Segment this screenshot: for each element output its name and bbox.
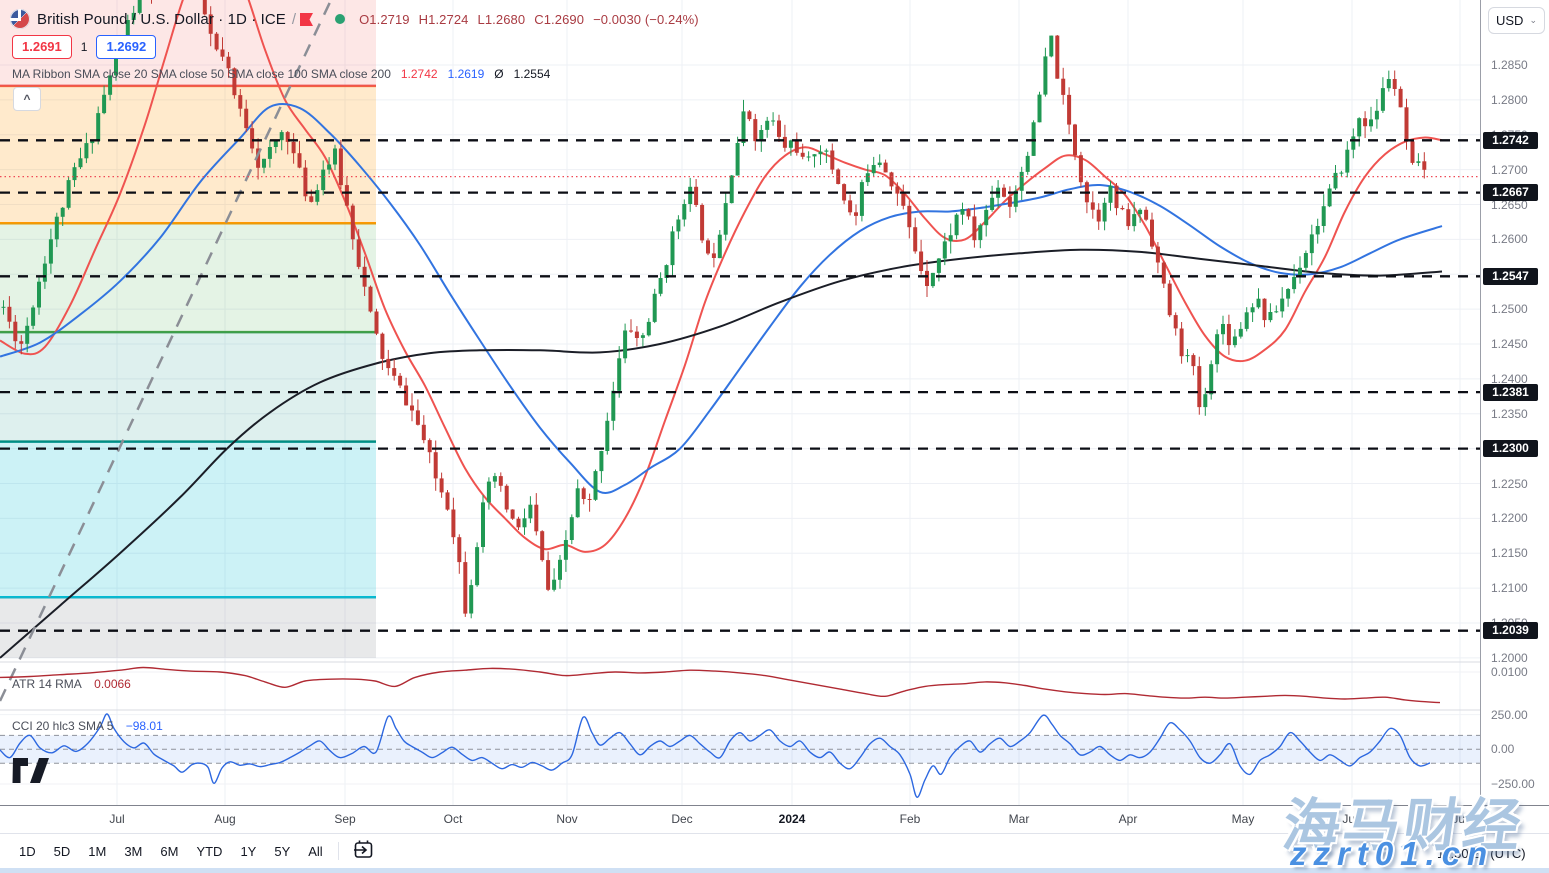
title-separator: / bbox=[291, 10, 297, 28]
collapse-legend-button[interactable]: ^ bbox=[13, 87, 41, 111]
range-button-5D[interactable]: 5D bbox=[45, 840, 80, 863]
price-level-badge: 1.2547 bbox=[1483, 267, 1538, 285]
symbol-title[interactable]: British Pound / U.S. Dollar · 1D · ICE bbox=[37, 10, 286, 28]
time-axis[interactable]: ⚙ Jul Aug Sep Oct Nov Dec 2024 Feb Mar Apr May Jun J… bbox=[0, 805, 1549, 834]
market-status-dot-icon bbox=[335, 14, 346, 24]
price-tick-label: 1.2850 bbox=[1491, 58, 1528, 72]
bottom-edge-strip bbox=[0, 867, 1549, 873]
range-button-YTD[interactable]: YTD bbox=[187, 840, 231, 863]
cci-line bbox=[0, 713, 1431, 798]
go-to-date-button[interactable] bbox=[349, 837, 378, 865]
atr-legend[interactable]: ATR 14 RMA 0.0066 bbox=[12, 677, 131, 691]
time-axis-label: Aug bbox=[214, 812, 236, 826]
price-axis[interactable]: USD ⌄ 1.28501.28001.27501.27001.26501.26… bbox=[1480, 0, 1549, 805]
range-button-1Y[interactable]: 1Y bbox=[231, 840, 265, 863]
range-toolbar: 1D 5D 1M 3M 6M YTD 1Y 5Y All bbox=[0, 833, 1549, 868]
ma-ribbon-legend[interactable]: MA Ribbon SMA close 20 SMA close 50 SMA … bbox=[12, 66, 560, 82]
range-button-5Y[interactable]: 5Y bbox=[265, 840, 299, 863]
time-axis-label: May bbox=[1231, 812, 1255, 826]
price-tick-label: 1.2600 bbox=[1491, 232, 1528, 247]
time-axis-label: Dec bbox=[671, 812, 693, 826]
price-tick-label: 1.2800 bbox=[1491, 92, 1528, 107]
price-tick-label: 1.2500 bbox=[1491, 302, 1528, 317]
cci-tick-label: 0.00 bbox=[1491, 742, 1515, 757]
time-axis-label: Nov bbox=[556, 812, 578, 826]
price-tick-label: 1.2150 bbox=[1491, 546, 1528, 561]
ohlc-open: O1.2719 bbox=[359, 11, 410, 27]
ma-line-sma50 bbox=[0, 102, 1443, 494]
time-axis-label: Jul bbox=[109, 812, 125, 826]
chart-plot-area[interactable] bbox=[0, 0, 1480, 805]
grid-lines bbox=[0, 0, 1480, 805]
utc-clock[interactable]: 11:30:24 (UTC) bbox=[1437, 846, 1526, 861]
calendar-arrow-icon bbox=[353, 840, 373, 858]
atr-line bbox=[0, 666, 1441, 704]
price-tick-label: 1.2100 bbox=[1491, 581, 1528, 596]
price-zones bbox=[0, 0, 376, 658]
settings-gear-icon[interactable]: ⚙ bbox=[1505, 810, 1519, 827]
gbpusd-pair-flag-icon bbox=[10, 9, 30, 29]
ma-line-sma20 bbox=[0, 0, 1443, 553]
ask-price-box[interactable]: 1.2692 bbox=[96, 35, 157, 59]
time-axis-label: Jul bbox=[1452, 812, 1468, 826]
chevron-down-icon: ⌄ bbox=[1529, 15, 1537, 25]
ma200-value: 1.2554 bbox=[513, 67, 551, 81]
cci-label: CCI 20 hlc3 SMA 5 bbox=[12, 719, 114, 733]
cci-value: −98.01 bbox=[125, 719, 163, 733]
range-button-6M[interactable]: 6M bbox=[151, 840, 187, 863]
cci-legend[interactable]: CCI 20 hlc3 SMA 5 −98.01 bbox=[12, 719, 163, 733]
ma20-value: 1.2742 bbox=[400, 67, 438, 81]
price-level-badge: 1.2039 bbox=[1483, 622, 1538, 640]
price-tick-label: 1.2700 bbox=[1491, 162, 1528, 177]
tradingview-logo-icon[interactable] bbox=[12, 757, 50, 785]
price-level-badge: 1.2742 bbox=[1483, 131, 1538, 149]
range-button-All[interactable]: All bbox=[299, 840, 331, 863]
time-axis-label: Mar bbox=[1008, 812, 1030, 826]
atr-label: ATR 14 RMA bbox=[12, 677, 82, 691]
range-button-1M[interactable]: 1M bbox=[79, 840, 115, 863]
price-tick-label: 1.2000 bbox=[1491, 650, 1528, 665]
level-lines[interactable] bbox=[0, 139, 1480, 632]
pane-separators[interactable] bbox=[0, 661, 1480, 711]
currency-selector[interactable]: USD ⌄ bbox=[1488, 7, 1545, 34]
ohlc-low: L1.2680 bbox=[477, 11, 526, 27]
ma-line-sma200 bbox=[0, 248, 1443, 659]
time-axis-label: Oct bbox=[443, 812, 463, 826]
ohlc-legend: O1.2719 H1.2724 L1.2680 C1.2690 −0.0030 (−0.… bbox=[359, 12, 708, 27]
bookmark-flag-icon[interactable] bbox=[300, 12, 314, 26]
price-tick-label: 1.2450 bbox=[1491, 337, 1528, 351]
price-level-badge: 1.2667 bbox=[1483, 184, 1538, 202]
ma-ribbon-label: MA Ribbon SMA close 20 SMA close 50 SMA … bbox=[12, 67, 391, 81]
chevron-up-icon: ^ bbox=[23, 92, 31, 106]
ohlc-change: −0.0030 (−0.24%) bbox=[593, 11, 699, 27]
time-axis-label: Jun bbox=[1342, 812, 1362, 826]
price-level-badge: 1.2300 bbox=[1483, 440, 1538, 458]
atr-value: 0.0066 bbox=[94, 677, 131, 691]
time-axis-label: 2024 bbox=[778, 812, 806, 826]
price-tick-label: 1.2400 bbox=[1491, 371, 1528, 386]
range-button-3M[interactable]: 3M bbox=[115, 840, 151, 863]
price-tick-label: 1.2250 bbox=[1491, 476, 1528, 491]
bid-price-box[interactable]: 1.2691 bbox=[12, 35, 72, 59]
ohlc-high: H1.2724 bbox=[418, 11, 469, 27]
chart-canvas bbox=[0, 0, 1480, 805]
price-tick-label: 1.2350 bbox=[1491, 406, 1528, 421]
candlestick-series bbox=[1, 0, 1427, 619]
trend-line[interactable] bbox=[0, 0, 333, 702]
price-level-badge: 1.2381 bbox=[1483, 383, 1538, 401]
price-tick-label: 1.2200 bbox=[1491, 511, 1528, 526]
time-axis-label: Feb bbox=[899, 812, 921, 826]
atr-tick-label: 0.0100 bbox=[1491, 665, 1528, 679]
cci-tick-label: −250.00 bbox=[1491, 776, 1535, 791]
ma100-hidden-marker: Ø bbox=[494, 67, 504, 81]
currency-label: USD bbox=[1496, 13, 1524, 28]
cci-tick-label: 250.00 bbox=[1491, 707, 1528, 722]
range-button-1D[interactable]: 1D bbox=[10, 840, 45, 863]
spread-value: 1 bbox=[80, 40, 88, 54]
time-axis-label: Apr bbox=[1118, 812, 1138, 826]
toolbar-divider bbox=[337, 842, 339, 860]
ohlc-close: C1.2690 bbox=[534, 11, 585, 27]
time-axis-label: Sep bbox=[334, 812, 356, 826]
ma50-value: 1.2619 bbox=[447, 67, 485, 81]
